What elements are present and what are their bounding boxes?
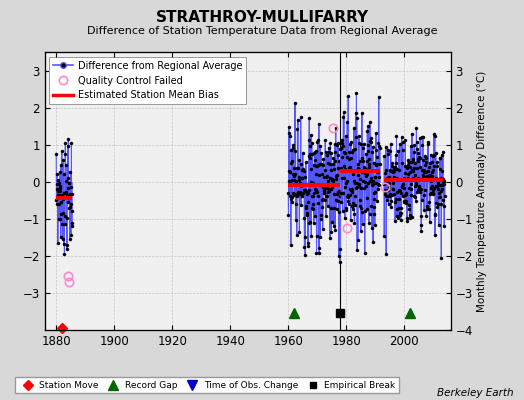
Y-axis label: Monthly Temperature Anomaly Difference (°C): Monthly Temperature Anomaly Difference (… [477,70,487,312]
Text: Berkeley Earth: Berkeley Earth [437,388,514,398]
Text: STRATHROY-MULLIFARRY: STRATHROY-MULLIFARRY [156,10,368,25]
Legend: Station Move, Record Gap, Time of Obs. Change, Empirical Break: Station Move, Record Gap, Time of Obs. C… [15,377,399,394]
Text: Difference of Station Temperature Data from Regional Average: Difference of Station Temperature Data f… [87,26,437,36]
Legend: Difference from Regional Average, Quality Control Failed, Estimated Station Mean: Difference from Regional Average, Qualit… [49,57,246,104]
